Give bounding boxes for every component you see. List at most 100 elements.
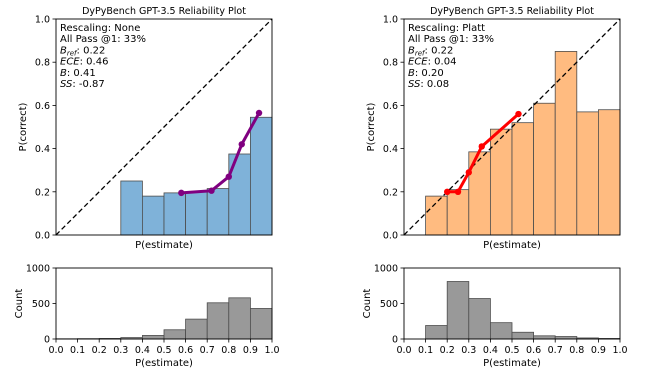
y-tick-label: 1000 xyxy=(374,264,398,275)
x-axis-label: P(estimate) xyxy=(135,240,193,251)
histogram-bar xyxy=(141,335,165,340)
histogram-bar xyxy=(425,325,448,340)
bin-bar xyxy=(141,195,165,236)
histogram-bar xyxy=(228,297,251,340)
histogram-bar xyxy=(249,308,273,340)
x-tick-label: 0.6 xyxy=(526,345,541,356)
x-axis-label: P(estimate) xyxy=(483,358,541,369)
annotation-line: All Pass @1: 33% xyxy=(60,34,146,45)
bin-bar xyxy=(163,192,187,236)
annotation-line: All Pass @1: 33% xyxy=(408,34,494,45)
y-axis-label: P(correct) xyxy=(366,102,377,151)
x-tick-label: 0.7 xyxy=(200,345,215,356)
calibration-point xyxy=(444,188,451,195)
annotation-line: B: 0.20 xyxy=(408,68,444,79)
x-tick-label: 0.4 xyxy=(483,345,498,356)
x-tick-label: 1.0 xyxy=(264,345,279,356)
histogram-bar xyxy=(163,329,187,340)
x-tick-label: 0.2 xyxy=(92,345,107,356)
annotation-line: Bref: 0.22 xyxy=(60,45,105,57)
x-axis-label: P(estimate) xyxy=(135,358,193,369)
x-tick-label: 0.2 xyxy=(440,345,455,356)
y-tick-label: 0.4 xyxy=(35,144,50,155)
y-tick-label: 0 xyxy=(44,335,50,346)
calibration-point xyxy=(225,173,232,180)
calibration-point xyxy=(178,189,185,197)
annotation-line: Rescaling: None xyxy=(60,23,140,34)
bin-bar xyxy=(206,188,230,236)
x-tick-label: 0.7 xyxy=(548,345,563,356)
x-tick-label: 0.5 xyxy=(156,345,171,356)
y-tick-label: 1.0 xyxy=(35,15,50,26)
x-tick-label: 0.0 xyxy=(48,345,63,356)
bin-bar xyxy=(598,109,621,236)
x-tick-label: 0.3 xyxy=(461,345,476,356)
bin-bar xyxy=(185,191,208,236)
y-tick-label: 0.8 xyxy=(383,58,398,69)
x-tick-label: 0.3 xyxy=(113,345,128,356)
y-tick-label: 0.0 xyxy=(35,231,50,242)
histogram-bar xyxy=(206,302,230,340)
histogram-bar xyxy=(533,335,556,340)
histogram-platt: 0.0 0.1 0.2 0.3 0.4 0.5 0.6 0.7 0.8 0.9 1.0 P(estim… xyxy=(362,264,628,370)
y-tick-label: 0.2 xyxy=(35,187,50,198)
x-tick-label: 0.5 xyxy=(504,345,519,356)
y-tick-label: 0.8 xyxy=(35,58,50,69)
bin-bar xyxy=(576,111,599,236)
calibration-point xyxy=(478,143,485,150)
annotation-line: B: 0.41 xyxy=(60,68,96,79)
plot-frame xyxy=(403,18,621,236)
annotation-line: ECE: 0.04 xyxy=(408,57,456,68)
histogram-bar xyxy=(446,281,470,340)
calibration-point xyxy=(454,188,462,195)
histogram-bar xyxy=(511,331,535,340)
bin-bar xyxy=(425,195,448,236)
annotation-line: ECE: 0.46 xyxy=(60,57,108,68)
x-tick-label: 0.9 xyxy=(591,345,606,356)
y-tick-label: 0.0 xyxy=(383,231,398,242)
plot-frame xyxy=(55,267,273,340)
chart-title: DyPyBench GPT-3.5 Reliability Plot xyxy=(82,6,246,17)
annotation-line: Rescaling: Platt xyxy=(408,23,485,34)
annotation-line: SS: -0.87 xyxy=(60,79,105,90)
y-axis-label: P(correct) xyxy=(18,102,29,151)
y-tick-label: 500 xyxy=(32,299,50,310)
plot-frame xyxy=(55,18,273,236)
histogram-none: 0.0 0.1 0.2 0.3 0.4 0.5 0.6 0.7 0.8 0.9 1.0 P(estim… xyxy=(14,264,280,370)
annotation-line: SS: 0.08 xyxy=(408,79,449,90)
bin-bar xyxy=(554,51,578,236)
calibration-point xyxy=(255,109,263,117)
y-tick-label: 0 xyxy=(392,335,398,346)
bin-bar xyxy=(511,122,535,236)
bin-bar xyxy=(120,180,143,236)
calibration-point xyxy=(515,110,522,118)
bin-bar xyxy=(533,102,556,236)
x-axis-label: P(estimate) xyxy=(483,240,541,251)
x-tick-label: 0.0 xyxy=(396,345,411,356)
chart-title: DyPyBench GPT-3.5 Reliability Plot xyxy=(430,6,594,17)
histogram-bar xyxy=(185,318,208,340)
y-axis-label: Count xyxy=(362,289,373,319)
y-tick-label: 0.6 xyxy=(35,101,50,112)
y-tick-label: 0.4 xyxy=(383,144,398,155)
x-tick-label: 1.0 xyxy=(612,345,627,356)
calibration-point xyxy=(208,187,215,194)
bin-bar xyxy=(489,128,513,236)
y-tick-label: 1.0 xyxy=(383,15,398,26)
histogram-bar xyxy=(468,298,491,340)
y-tick-label: 0.2 xyxy=(383,187,398,198)
bin-bar xyxy=(446,189,470,236)
x-tick-label: 0.4 xyxy=(135,345,150,356)
y-axis-label: Count xyxy=(14,289,25,319)
calibration-point xyxy=(465,169,472,176)
x-tick-label: 0.6 xyxy=(178,345,193,356)
x-tick-label: 0.1 xyxy=(70,345,85,356)
annotation-line: Bref: 0.22 xyxy=(408,45,453,57)
y-tick-label: 500 xyxy=(380,299,398,310)
reliability-plot-none: DyPyBench GPT-3.5 Reliability Plot Rescal… xyxy=(18,6,273,251)
x-tick-label: 0.8 xyxy=(569,345,584,356)
diagonal-reference-line xyxy=(403,18,621,236)
histogram-bar xyxy=(489,322,513,340)
plot-frame xyxy=(403,267,621,340)
